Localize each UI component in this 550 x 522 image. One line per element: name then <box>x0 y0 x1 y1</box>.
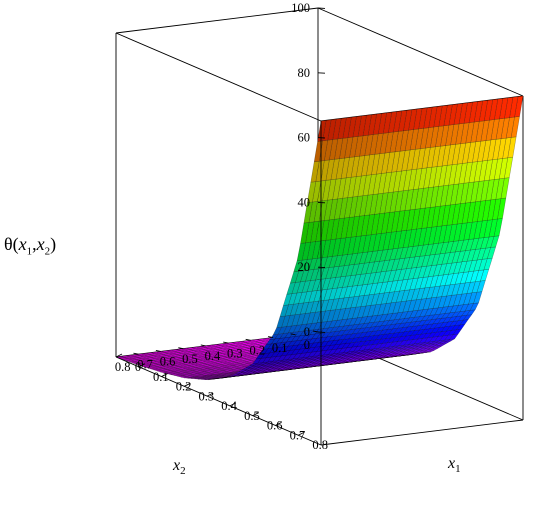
box-edge <box>115 356 322 446</box>
z-tick-label: 0 <box>304 325 310 339</box>
z-tick-label: 100 <box>291 1 310 15</box>
x1-tick-label: 0.6 <box>267 419 283 433</box>
x1-tick-label: 0.1 <box>153 370 169 384</box>
box-edge <box>320 419 524 446</box>
x1-axis-title: x1 <box>447 455 461 475</box>
z-tick-label: 60 <box>298 131 311 145</box>
z-axis-title-sub2: 2 <box>44 245 51 258</box>
x1-tick-mark <box>229 402 237 407</box>
z-axis-title: θ(x1,x2) <box>4 234 56 258</box>
x2-tick-mark <box>155 350 161 352</box>
x2-tick-label: 0.6 <box>160 355 176 369</box>
x2-tick-label: 0 <box>304 338 310 352</box>
z-axis-title-var1: x <box>18 234 27 254</box>
x2-axis-title-sub: 2 <box>180 465 186 477</box>
x2-tick-mark <box>178 347 184 350</box>
x1-tick-label: 0.5 <box>244 409 260 423</box>
x2-axis-ticks: 0 0.1 0.2 0.3 0.4 0.5 0.6 0.7 0.8 <box>115 330 319 374</box>
box-edge <box>317 7 524 97</box>
z-axis-title-symbol: θ <box>4 234 13 254</box>
svg-text:x1: x1 <box>447 455 461 475</box>
x1-tick-label: 0.8 <box>312 438 328 452</box>
x2-tick-label: 0.3 <box>227 346 243 360</box>
x1-tick-mark <box>161 373 168 377</box>
z-tick-label: 40 <box>298 195 311 209</box>
x1-tick-label: 0.2 <box>176 380 192 394</box>
z-tick-label: 20 <box>298 260 311 274</box>
svg-text:x2: x2 <box>172 457 186 477</box>
x1-tick-mark <box>138 363 145 368</box>
x2-tick-mark <box>268 336 274 338</box>
x2-tick-mark <box>312 330 319 333</box>
x2-axis-title: x2 <box>172 457 186 477</box>
surface-mesh <box>115 95 524 380</box>
x1-axis-title-sub: 1 <box>455 463 461 475</box>
x1-tick-label: 0.3 <box>199 389 215 403</box>
z-axis-ticks: 0 20 40 60 80 100 <box>291 1 326 339</box>
x1-tick-label: 0.4 <box>221 399 237 413</box>
front-box-lines <box>115 121 524 446</box>
x2-tick-mark <box>200 344 206 347</box>
x1-tick-mark <box>252 412 259 417</box>
z-axis-title-var2: x <box>36 234 45 254</box>
z-tick-label: 80 <box>298 66 311 80</box>
x2-tick-label: 0.4 <box>205 349 221 363</box>
z-axis-title-close: ) <box>50 234 57 254</box>
x2-tick-label: 0.7 <box>137 357 153 371</box>
x2-tick-label: 0.2 <box>249 344 265 358</box>
x1-tick-mark <box>298 431 305 436</box>
z-axis-title-comma: , <box>32 234 37 254</box>
x2-tick-label: 0.1 <box>272 341 288 355</box>
box-edge <box>115 32 322 122</box>
x2-tick-mark <box>223 341 229 344</box>
x1-tick-label: 0 <box>135 360 141 374</box>
x2-tick-mark <box>245 338 251 341</box>
x1-tick-mark <box>206 392 214 397</box>
x1-axis-ticks: 0 0.1 0.2 0.3 0.4 0.5 0.6 0.7 0.8 <box>115 353 328 452</box>
x1-tick-mark <box>184 382 191 387</box>
x2-tick-mark <box>290 333 296 336</box>
x2-tick-mark <box>133 352 139 355</box>
z-axis-title-sub1: 1 <box>26 245 33 258</box>
x2-axis-title-var: x <box>172 457 180 474</box>
x1-tick-mark <box>115 353 123 358</box>
box-edge <box>115 7 319 34</box>
x1-tick-label: 0.7 <box>290 428 306 442</box>
z-axis-title-open: ( <box>12 234 19 254</box>
x2-tick-label: 0.5 <box>182 352 198 366</box>
x1-tick-mark <box>275 422 282 426</box>
x1-axis-title-var: x <box>447 455 455 472</box>
x2-tick-label: 0.8 <box>115 360 131 374</box>
